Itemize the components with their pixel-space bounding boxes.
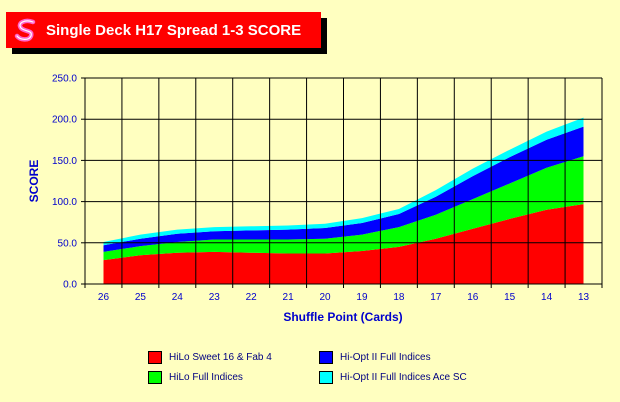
x-tick-label: 14 xyxy=(541,292,553,303)
y-tick-label: 250.0 xyxy=(52,74,77,85)
legend-item: HiLo Sweet 16 & Fab 4 xyxy=(148,351,272,364)
legend-item: Hi-Opt II Full Indices xyxy=(319,351,431,364)
chart-title: Single Deck H17 Spread 1-3 SCORE xyxy=(46,21,302,39)
legend-swatch xyxy=(148,371,162,384)
y-tick-label: 0.0 xyxy=(63,280,77,291)
x-tick-label: 25 xyxy=(135,292,147,303)
legend-label: HiLo Full Indices xyxy=(169,372,243,383)
legend-label: Hi-Opt II Full Indices xyxy=(340,352,431,363)
x-tick-label: 20 xyxy=(319,292,331,303)
legend-swatch xyxy=(148,351,162,364)
title-banner: Single Deck H17 Spread 1-3 SCORE xyxy=(6,12,321,48)
x-tick-label: 17 xyxy=(430,292,442,303)
y-axis-label: SCORE xyxy=(27,160,41,203)
x-axis-label: Shuffle Point (Cards) xyxy=(283,310,402,324)
x-tick-label: 26 xyxy=(98,292,110,303)
legend-item: Hi-Opt II Full Indices Ace SC xyxy=(319,371,467,384)
x-tick-label: 19 xyxy=(356,292,368,303)
y-tick-label: 100.0 xyxy=(52,197,77,208)
x-tick-label: 24 xyxy=(172,292,184,303)
x-tick-label: 16 xyxy=(467,292,479,303)
area-series-1 xyxy=(103,204,584,284)
legend-swatch xyxy=(319,371,333,384)
legend-item: HiLo Full Indices xyxy=(148,371,243,384)
x-tick-label: 22 xyxy=(246,292,258,303)
legend-label: Hi-Opt II Full Indices Ace SC xyxy=(340,372,467,383)
y-tick-label: 200.0 xyxy=(52,115,77,126)
legend-swatch xyxy=(319,351,333,364)
x-tick-label: 21 xyxy=(283,292,295,303)
x-tick-label: 13 xyxy=(578,292,590,303)
logo-icon xyxy=(12,16,40,44)
x-tick-label: 18 xyxy=(393,292,405,303)
chart-title-box: Single Deck H17 Spread 1-3 SCORE xyxy=(6,12,327,54)
legend-label: HiLo Sweet 16 & Fab 4 xyxy=(169,352,272,363)
y-tick-label: 150.0 xyxy=(52,156,77,167)
x-tick-label: 15 xyxy=(504,292,516,303)
y-tick-label: 50.0 xyxy=(58,238,78,249)
x-tick-label: 23 xyxy=(209,292,221,303)
